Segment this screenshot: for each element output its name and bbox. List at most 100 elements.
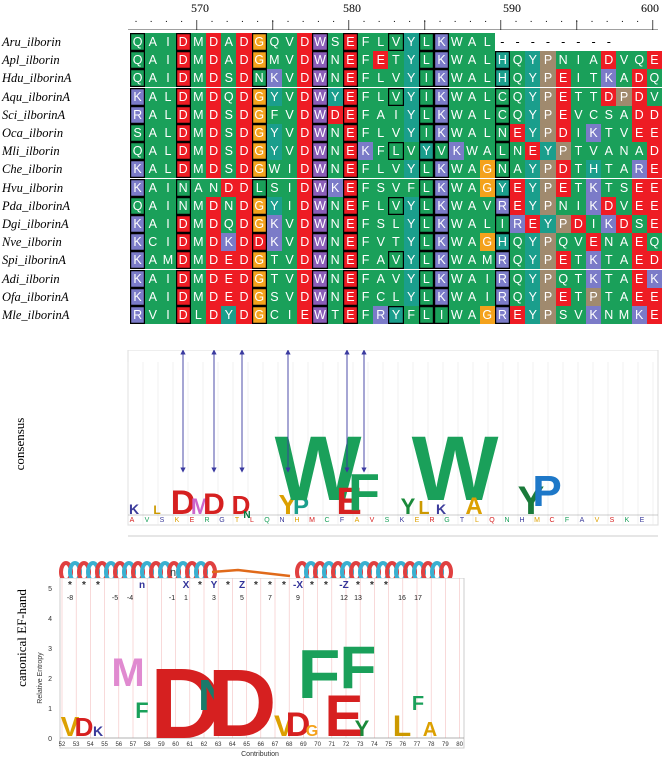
residue-cell: A [464,251,480,270]
canonical-letter: D [75,712,94,742]
residue-cell: S [631,215,647,233]
canonical-letter: F [340,634,377,701]
residue-cell: E [631,287,647,306]
residue-cell: V [282,87,298,106]
residue-cell: K [586,269,602,288]
residue-cell: D [297,287,313,306]
residue-cell: E [221,287,237,306]
residue-cell: N [601,233,617,252]
y-tick-label: 0 [48,736,52,743]
consensus-letter: K [436,501,446,517]
residue-cell: V [570,105,586,124]
motif-symbol: -X [293,580,303,591]
ruler-dot: . [211,14,214,25]
residue-cell: D [297,142,313,161]
residue-cell: Q [631,51,647,70]
residue-cell: K [434,105,450,124]
residue-cell: E [221,269,237,288]
residue-cell: E [373,51,389,70]
consensus-small-letter: Q [489,517,495,524]
residue-cell: K [434,251,450,270]
residue-cell: M [190,142,206,161]
x-tick-label: 73 [357,742,364,748]
motif-symbol: * [96,580,100,591]
residue-cell: Q [555,269,571,288]
residue-cell: M [190,87,206,106]
residue-cell: E [555,287,571,306]
sequence-name: Hvu_ilborin [2,180,64,195]
residue-cell: S [266,178,282,197]
residue-cell: N [327,233,343,252]
residue-cell: F [358,306,374,324]
consensus-letter: P [293,493,309,520]
residue-cell: W [312,215,328,233]
x-tick-label: 74 [371,742,378,748]
residue-cell: Q [646,233,662,252]
residue-cell: D [175,51,191,70]
residue-cell: R [510,215,526,233]
consensus-letter: Y [279,489,298,520]
contribution-label: Contribution [241,751,279,758]
residue-cell: E [342,160,358,179]
x-tick-label: 53 [73,742,80,748]
position-number: 7 [268,595,272,602]
residue-cell: D [175,306,191,324]
residue-cell: A [464,233,480,252]
residue-cell: N [555,196,571,215]
residue-cell: E [297,306,313,324]
residue-cell: G [251,160,267,179]
residue-cell: P [540,287,556,306]
residue-cell: H [586,160,602,179]
residue-cell: T [266,269,282,288]
residue-cell: L [160,124,176,142]
residue-cell: Y [525,196,541,215]
residue-cell: D [206,105,222,124]
residue-cell: Q [510,51,526,70]
residue-cell: E [555,87,571,106]
position-number: -4 [127,595,133,602]
motif-symbol: * [198,580,202,591]
residue-cell: D [297,51,313,70]
residue-cell: K [130,233,146,252]
residue-cell: A [464,51,480,70]
ruler-dot: . [484,14,487,25]
residue-cell: R [494,306,510,324]
residue-cell: A [616,105,632,124]
residue-cell: L [160,160,176,179]
residue-cell: L [373,160,389,179]
residue-cell: Y [221,306,237,324]
residue-cell: W [449,287,465,306]
residue-cell: V [282,215,298,233]
x-tick-label: 66 [257,742,264,748]
residue-cell: Q [510,251,526,270]
residue-cell: D [236,142,252,161]
residue-cell: D [297,160,313,179]
canonical-letter: A [423,719,437,741]
residue-cell: A [373,269,389,288]
residue-cell: M [190,215,206,233]
residue-cell: I [282,306,298,324]
consensus-small-letter: A [580,517,585,524]
residue-cell: P [616,87,632,106]
residue-cell: D [236,215,252,233]
residue-cell: A [221,51,237,70]
residue-cell: P [586,287,602,306]
residue-cell: G [251,142,267,161]
residue-cell: Y [403,196,419,215]
residue-cell: S [327,33,343,51]
residue-cell: V [282,69,298,88]
residue-cell: A [631,142,647,161]
sequence-name: Adi_ilborin [2,271,60,286]
residue-cell: D [616,215,632,233]
consensus-small-letter: F [565,517,569,524]
residue-cell: - [545,35,551,49]
residue-cell: L [418,33,434,51]
residue-cell: C [494,87,510,106]
residue-cell: Y [403,215,419,233]
residue-cell: E [631,124,647,142]
x-tick-label: 52 [59,742,66,748]
residue-cell: M [266,51,282,70]
residue-cell: P [555,215,571,233]
consensus-small-letter: S [385,517,390,524]
